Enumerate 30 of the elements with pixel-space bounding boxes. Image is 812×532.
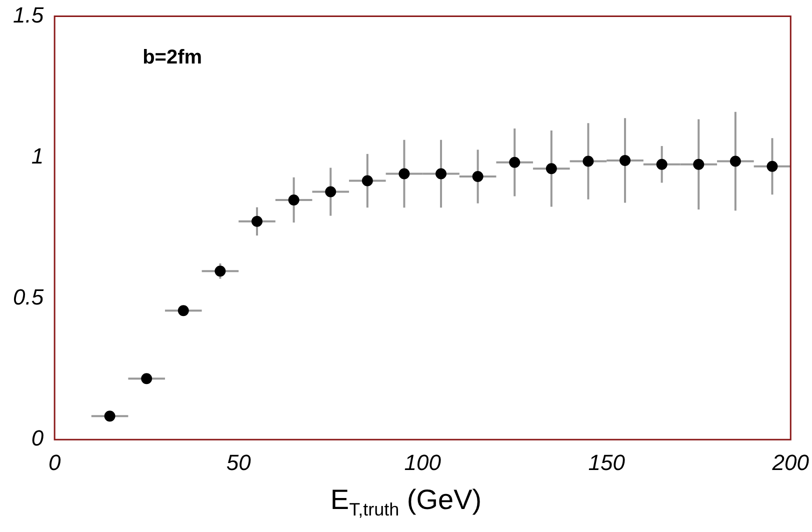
point (656, 158, 668, 170)
x-axis-title: E$_{T,truth}$ (GeV) (329, 484, 483, 521)
x-tick-label: 50 (226, 450, 252, 475)
point (472, 171, 484, 182)
point (214, 266, 226, 277)
x-tick-label: 100 (404, 450, 442, 475)
point (252, 216, 262, 227)
point (436, 168, 447, 180)
point (509, 156, 520, 168)
x-tick-label: 200 (771, 450, 810, 475)
point (398, 168, 410, 180)
point (730, 156, 741, 167)
point (325, 186, 336, 198)
x-tick-label: 150 (588, 450, 626, 475)
point (288, 194, 300, 206)
point (620, 154, 631, 166)
y-tick-label: 1.5 (12, 2, 44, 28)
point (178, 305, 189, 316)
point (582, 156, 594, 167)
point (546, 163, 557, 174)
y-tick-label: 1 (31, 143, 44, 168)
y-tick-label: 0.5 (12, 284, 44, 310)
point (766, 160, 778, 172)
y-tick-label: 0 (31, 426, 44, 451)
point (362, 175, 373, 186)
point (693, 158, 704, 170)
point (104, 410, 116, 422)
point (141, 373, 152, 384)
annotation: b=2fm (142, 46, 202, 69)
x-tick-label: 0 (48, 450, 62, 475)
